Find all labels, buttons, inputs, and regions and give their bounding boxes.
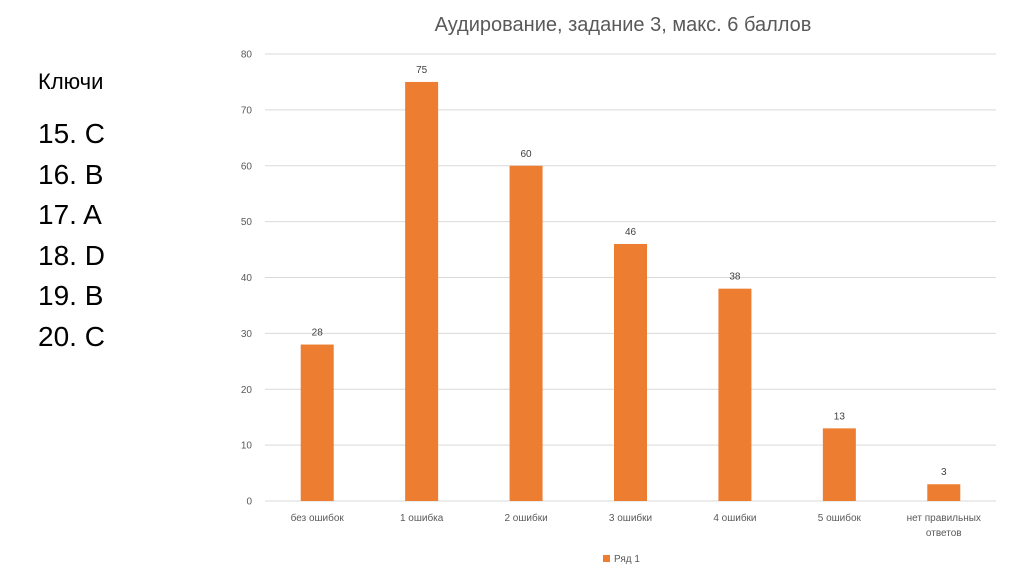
legend-label: Ряд 1 (614, 554, 640, 565)
bar-value-label: 38 (729, 272, 741, 283)
y-tick-label: 50 (241, 217, 253, 228)
x-tick-label: 5 ошибок (818, 512, 862, 524)
bar-value-label: 46 (625, 227, 637, 238)
bar (614, 243, 647, 501)
bar-value-label: 3 (941, 467, 947, 478)
y-tick-label: 20 (241, 385, 253, 396)
answer-key-item: 18. D (38, 239, 105, 271)
x-tick-label: 3 ошибки (609, 512, 652, 524)
y-tick-label: 10 (241, 441, 253, 452)
y-tick-label: 60 (241, 161, 253, 172)
bar-value-label: 75 (416, 65, 428, 76)
bar-value-label: 13 (834, 411, 846, 422)
answer-keys-list: 15. C 16. B 17. A 18. D 19. B 20. C (38, 114, 178, 357)
chart-title: Аудирование, задание 3, макс. 6 баллов (435, 14, 812, 36)
y-tick-label: 0 (246, 497, 252, 508)
x-tick-label: 1 ошибка (400, 512, 444, 524)
legend-swatch (603, 555, 610, 562)
bar-value-label: 60 (521, 149, 533, 160)
x-tick-label: 2 ошибки (504, 512, 547, 524)
answer-keys-title: Ключи (38, 69, 104, 94)
answer-key-item: 17. A (38, 199, 102, 230)
bar (509, 165, 543, 501)
answer-key-item: 20. C (38, 320, 105, 352)
y-tick-label: 70 (241, 105, 253, 116)
y-tick-label: 40 (241, 273, 253, 284)
bar (300, 344, 334, 501)
x-tick-label: 4 ошибки (713, 512, 756, 524)
x-tick-label: нет правильных ответов (907, 513, 981, 539)
bar (927, 484, 961, 501)
bar (718, 288, 752, 501)
bar-value-label: 28 (312, 328, 324, 339)
y-tick-label: 30 (241, 329, 253, 340)
answer-keys-panel: Ключи 15. C 16. B 17. A 18. D 19. B 20. … (38, 68, 178, 357)
answer-key-item: 19. B (38, 280, 104, 311)
x-tick-label: без ошибок (291, 512, 345, 524)
answer-key-item: 16. B (38, 158, 104, 190)
bar (822, 428, 856, 501)
answer-key-item: 15. C (38, 118, 105, 149)
bar (405, 81, 439, 501)
y-tick-label: 80 (241, 50, 253, 61)
